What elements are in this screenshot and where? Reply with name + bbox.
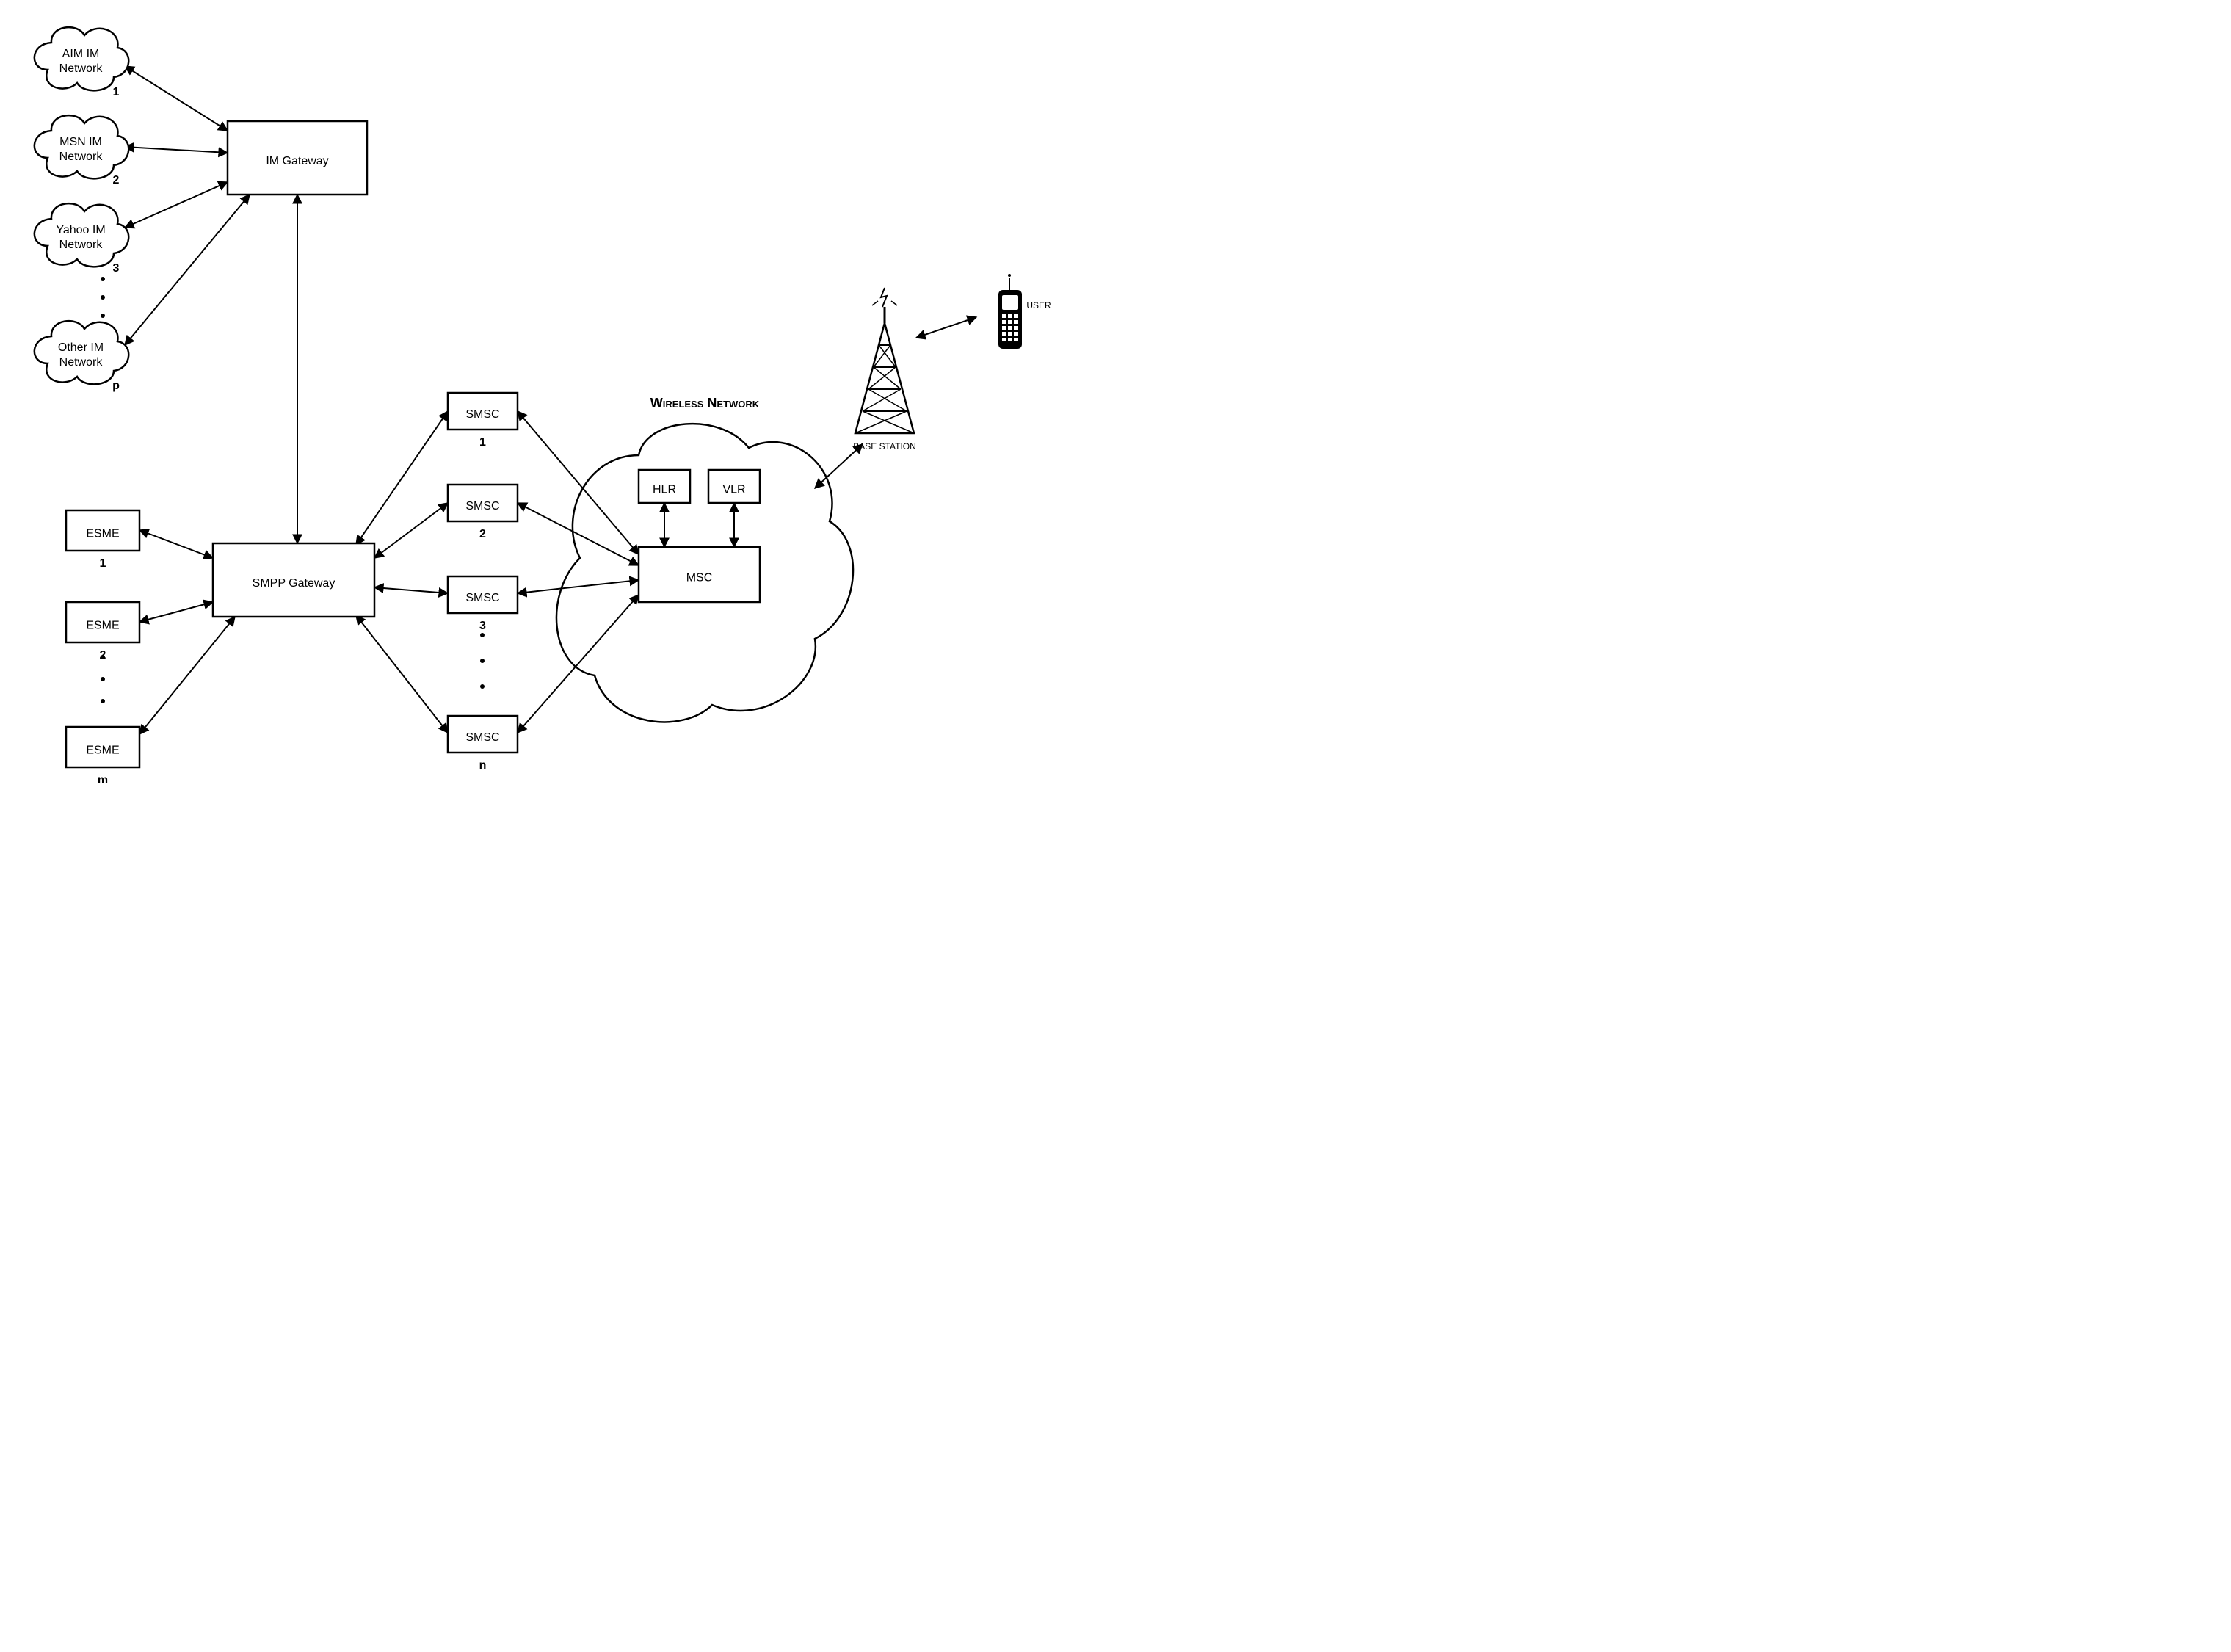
esme-box-2-label: ESME — [86, 745, 119, 757]
edge-smpp-t2-smsc2-l — [374, 503, 448, 558]
edge-msn-right-imgw-left-mid — [125, 147, 228, 153]
msc-box-label: MSC — [686, 572, 713, 584]
hlr-box: HLR — [639, 470, 690, 503]
edge-bs-user — [916, 317, 976, 338]
im-gateway-box: IM Gateway — [228, 121, 367, 195]
cloud-yahoo-sub: 3 — [113, 262, 120, 275]
smsc-box-3-label: SMSC — [465, 731, 499, 744]
wireless-network-label: Wireless Network — [650, 396, 760, 410]
edge-smpp-t1-smsc1-l — [356, 411, 448, 545]
smsc-box-2: SMSC 3 — [448, 576, 518, 632]
smsc-box-0: SMSC 1 — [448, 393, 518, 449]
cloud-aim-line1: AIM IM — [62, 48, 100, 60]
vlr-box-label: VLR — [722, 484, 745, 496]
smsc-box-2-label: SMSC — [465, 592, 499, 604]
network-diagram: Wireless Network AIM IM Network 1 MSN IM Net… — [0, 0, 1116, 826]
cloud-msn: MSN IM Network 2 — [35, 115, 128, 186]
edge-esme2-right-smpp-left-bot — [139, 602, 213, 622]
cloud-yahoo-line2: Network — [59, 239, 104, 251]
smsc-box-2-sub: 3 — [479, 620, 486, 632]
msc-box: MSC — [639, 547, 760, 602]
base-station-label: BASE STATION — [853, 441, 916, 452]
cloud-yahoo-line1: Yahoo IM — [56, 224, 105, 236]
smsc-box-3: SMSC n — [448, 716, 518, 772]
esme-box-2-sub: m — [98, 774, 108, 786]
cloud-other: Other IM Network p — [35, 321, 128, 392]
edge-yahoo-right-imgw-left-bot — [125, 182, 228, 228]
cloud-aim-line2: Network — [59, 62, 104, 75]
user-phone-icon: USER — [998, 274, 1051, 349]
smpp-gateway-box: SMPP Gateway — [213, 543, 374, 617]
cloud-msn-sub: 2 — [113, 174, 120, 186]
cloud-other-sub: p — [112, 380, 120, 392]
ellipsis-1 — [101, 655, 105, 703]
esme-box-1-label: ESME — [86, 620, 119, 632]
smpp-gateway-box-label: SMPP Gateway — [253, 577, 335, 590]
cloud-aim: AIM IM Network 1 — [35, 27, 128, 98]
smsc-box-1-sub: 2 — [479, 528, 486, 540]
cloud-msn-line1: MSN IM — [59, 136, 102, 148]
ellipsis-0 — [101, 277, 105, 318]
esme-box-0: ESME 1 — [66, 510, 139, 570]
cloud-other-line1: Other IM — [58, 341, 104, 354]
edge-smsc1-r-msc-l1 — [518, 411, 639, 554]
ellipsis-2 — [480, 633, 485, 689]
edge-esme3-right-smpp-botleft — [139, 617, 235, 734]
edge-smsc4-r-msc-l4 — [518, 595, 639, 733]
smsc-box-0-label: SMSC — [465, 408, 499, 421]
esme-box-0-sub: 1 — [100, 557, 106, 570]
edge-smpp-r-smsc3-l — [374, 587, 448, 593]
im-gateway-box-label: IM Gateway — [266, 155, 328, 167]
edge-esme1-right-smpp-left-top — [139, 530, 213, 558]
edge-smsc3-r-msc-l3 — [518, 580, 639, 593]
hlr-box-label: HLR — [653, 484, 676, 496]
smsc-box-1: SMSC 2 — [448, 485, 518, 540]
cloud-other-line2: Network — [59, 356, 104, 369]
cloud-msn-line2: Network — [59, 151, 104, 163]
esme-box-0-label: ESME — [86, 528, 119, 540]
smsc-box-1-label: SMSC — [465, 500, 499, 512]
vlr-box: VLR — [708, 470, 760, 503]
smsc-box-0-sub: 1 — [479, 436, 486, 449]
edge-smpp-b-smsc4-l — [356, 615, 448, 733]
base-station-icon: BASE STATION — [853, 288, 916, 452]
esme-box-2: ESME m — [66, 727, 139, 786]
esme-box-1: ESME2 — [66, 602, 139, 662]
cloud-yahoo: Yahoo IM Network 3 — [35, 203, 128, 275]
user-label: USER — [1026, 300, 1051, 311]
edge-aim-right-imgw-left-top — [125, 66, 228, 131]
cloud-aim-sub: 1 — [113, 86, 120, 98]
edge-other-right-imgw-botleft — [125, 195, 250, 345]
smsc-box-3-sub: n — [479, 759, 487, 772]
